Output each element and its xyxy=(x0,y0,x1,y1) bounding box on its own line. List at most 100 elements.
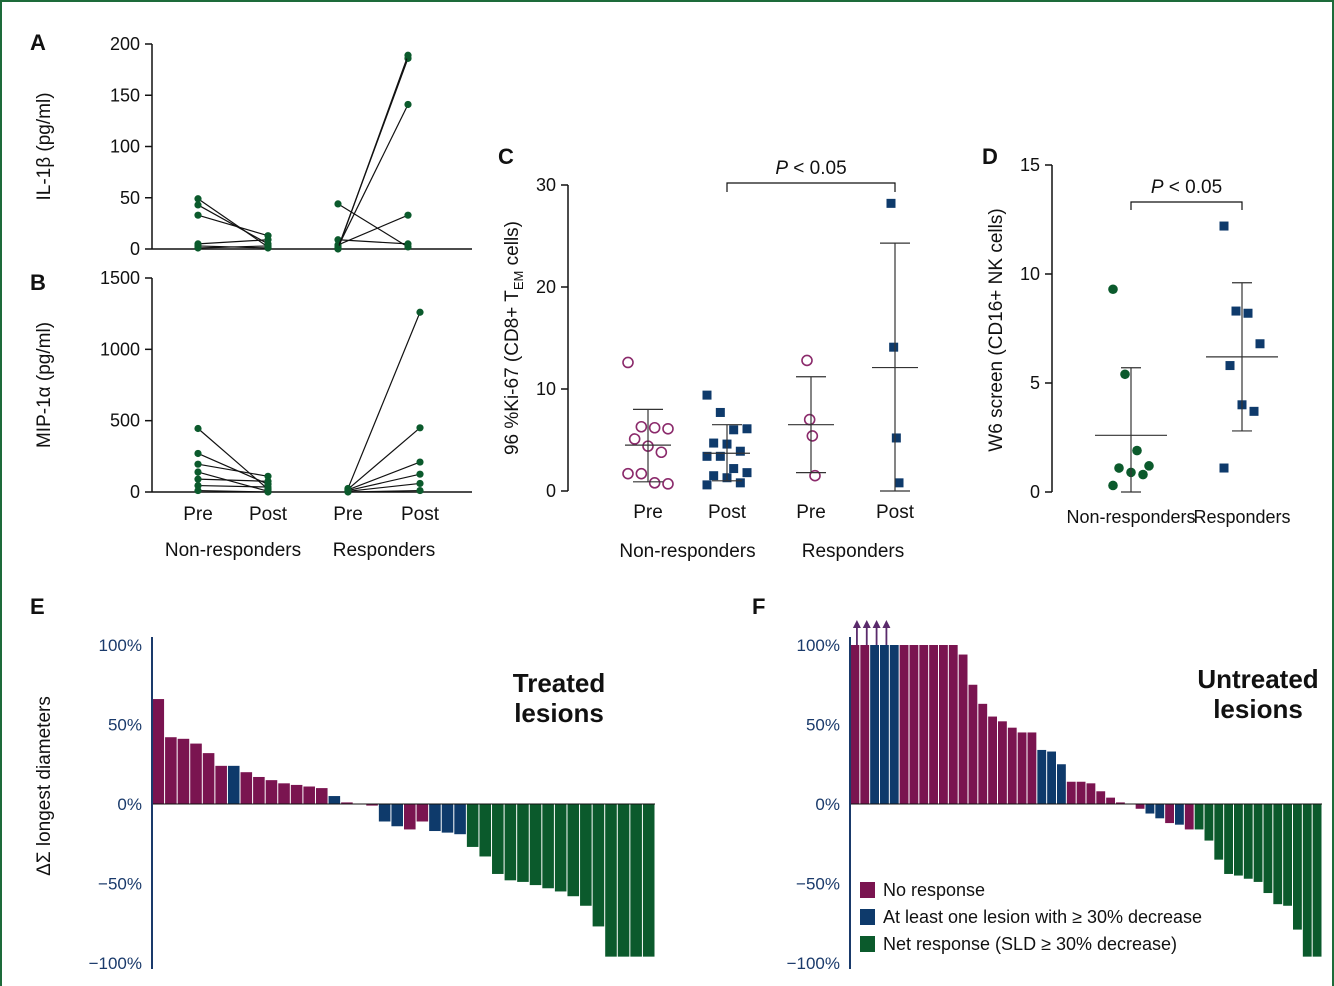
waterfall-bar xyxy=(870,645,879,804)
significance-bracket xyxy=(1130,201,1243,210)
waterfall-bar xyxy=(492,804,504,874)
data-point xyxy=(803,413,816,426)
data-point xyxy=(709,471,719,481)
waterfall-bar xyxy=(315,788,328,804)
data-point-post xyxy=(404,100,412,109)
panel-letter-d: D xyxy=(982,144,998,169)
p-value-italic: P xyxy=(1151,177,1164,198)
waterfall-bar xyxy=(278,783,290,804)
waterfall-bar xyxy=(880,645,889,804)
x-tick-label: Responders xyxy=(1193,507,1290,527)
waterfall-bar xyxy=(889,645,899,804)
waterfall-bar xyxy=(1165,804,1174,824)
y-tick-label: 100 xyxy=(110,137,140,157)
waterfall-bar xyxy=(303,786,315,804)
pair-line xyxy=(197,245,269,249)
waterfall-bar xyxy=(265,780,278,804)
data-point xyxy=(742,468,752,478)
group-label: Responders xyxy=(802,541,904,562)
legend-swatch xyxy=(860,909,875,925)
waterfall-bar xyxy=(1214,804,1224,860)
data-point-post xyxy=(264,472,272,480)
y-tick-label: −50% xyxy=(796,875,840,894)
data-point xyxy=(622,467,634,480)
y-tick-label: 20 xyxy=(536,277,556,297)
significance-bracket xyxy=(726,182,896,192)
waterfall-bar xyxy=(617,804,630,957)
waterfall-bar xyxy=(479,804,492,857)
data-point xyxy=(891,433,901,443)
y-axis-label: IL-1β (pg/ml) xyxy=(34,92,55,200)
waterfall-bar xyxy=(1027,732,1037,804)
y-tick-label: 0% xyxy=(815,795,840,814)
y-tick-label: 0 xyxy=(130,482,140,502)
pair-line xyxy=(197,471,269,492)
x-tick-label: Non-responders xyxy=(1066,507,1195,527)
pair-line xyxy=(337,55,409,250)
y-tick-label: 200 xyxy=(110,34,140,54)
data-point-pre xyxy=(194,481,202,490)
waterfall-bar xyxy=(404,804,416,830)
waterfall-bar xyxy=(1253,804,1263,882)
p-value-label: P < 0.05 xyxy=(775,158,846,179)
waterfall-bar xyxy=(909,645,919,804)
waterfall-bar xyxy=(899,645,909,804)
data-point-post xyxy=(264,488,272,496)
data-point xyxy=(635,467,648,480)
y-label-subscript: EM xyxy=(511,271,526,291)
data-point xyxy=(662,478,674,490)
data-point-pre xyxy=(194,475,202,483)
pair-line xyxy=(197,484,269,488)
x-tick-label: Post xyxy=(401,504,440,525)
overflow-arrow-head xyxy=(882,620,891,628)
waterfall-bar xyxy=(341,802,353,804)
x-tick-label: Pre xyxy=(633,502,663,523)
data-point xyxy=(1120,369,1130,380)
data-point xyxy=(1138,469,1148,480)
waterfall-bar xyxy=(1086,783,1096,804)
panel-letter-f: F xyxy=(752,594,765,619)
y-axis-label: ΔΣ longest diameters xyxy=(34,696,55,876)
waterfall-bar xyxy=(1047,751,1056,804)
waterfall-bar xyxy=(165,737,177,804)
data-point xyxy=(801,354,813,367)
y-axis-label: 96 %Ki-67 (CD8+ TEM cells) xyxy=(502,221,526,455)
pair-line xyxy=(347,461,421,491)
y-label-part: 96 %Ki-67 (CD8+ T xyxy=(502,290,523,455)
waterfall-bar xyxy=(1273,804,1283,905)
legend-swatch xyxy=(860,882,875,898)
y-tick-label: 30 xyxy=(536,175,556,195)
waterfall-bar xyxy=(1224,804,1233,874)
data-point xyxy=(1249,406,1259,416)
y-tick-label: 50% xyxy=(806,716,840,735)
data-point xyxy=(1225,361,1235,371)
data-point-pre xyxy=(194,468,202,476)
pair-line xyxy=(197,214,269,237)
waterfall-bar xyxy=(1017,732,1027,804)
waterfall-bar xyxy=(240,772,253,804)
group-label: Non-responders xyxy=(619,541,755,562)
waterfall-bar xyxy=(177,738,190,804)
waterfall-bar xyxy=(554,804,567,892)
y-tick-label: −50% xyxy=(98,875,142,894)
data-point xyxy=(1108,284,1118,295)
y-tick-label: 100% xyxy=(797,636,840,655)
data-point-post xyxy=(416,458,424,466)
data-point xyxy=(715,451,725,461)
chart-title: lesions xyxy=(1213,694,1303,724)
pair-line xyxy=(197,198,269,248)
pair-line xyxy=(197,204,269,245)
data-point xyxy=(1231,306,1241,316)
data-point-pre xyxy=(194,201,202,209)
y-tick-label: 1000 xyxy=(100,339,140,359)
waterfall-bar xyxy=(1037,749,1047,804)
data-point-pre xyxy=(194,211,202,219)
data-point-post xyxy=(404,240,412,248)
data-point xyxy=(1144,461,1154,471)
y-tick-label: 0 xyxy=(546,481,556,501)
waterfall-bar xyxy=(605,804,617,957)
data-point-post xyxy=(416,486,424,495)
data-point-pre xyxy=(194,244,202,252)
data-point xyxy=(1114,463,1124,473)
